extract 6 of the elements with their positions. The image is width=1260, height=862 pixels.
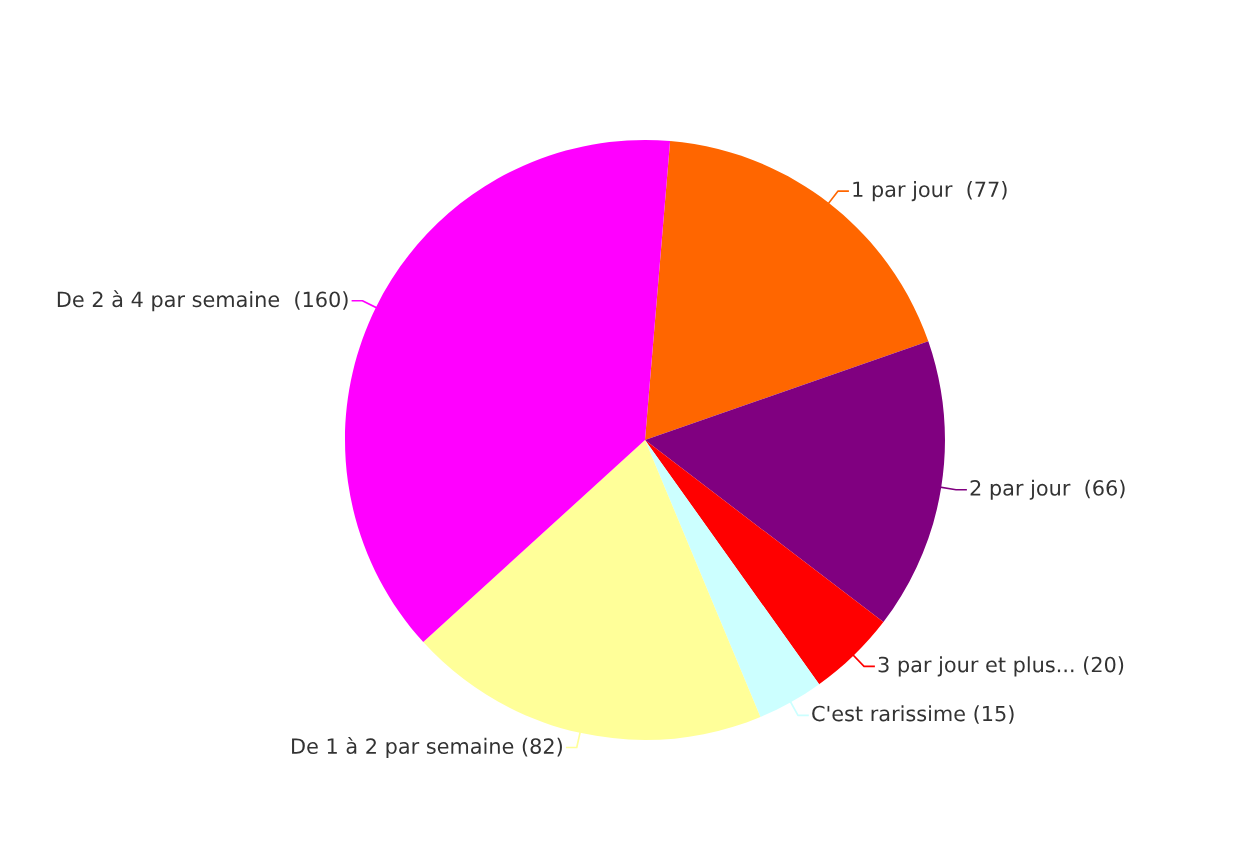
slice-label: C'est rarissime (15): [812, 705, 1014, 724]
slice-label: 2 par jour (66): [970, 479, 1125, 500]
slice-label: 3 par jour et plus... (20): [878, 656, 1124, 677]
slice-label: De 2 à 4 par semaine (160): [57, 290, 348, 312]
slice-label: 1 par jour (77): [853, 181, 1007, 202]
slice-label: De 1 à 2 par semaine (82): [292, 737, 562, 759]
